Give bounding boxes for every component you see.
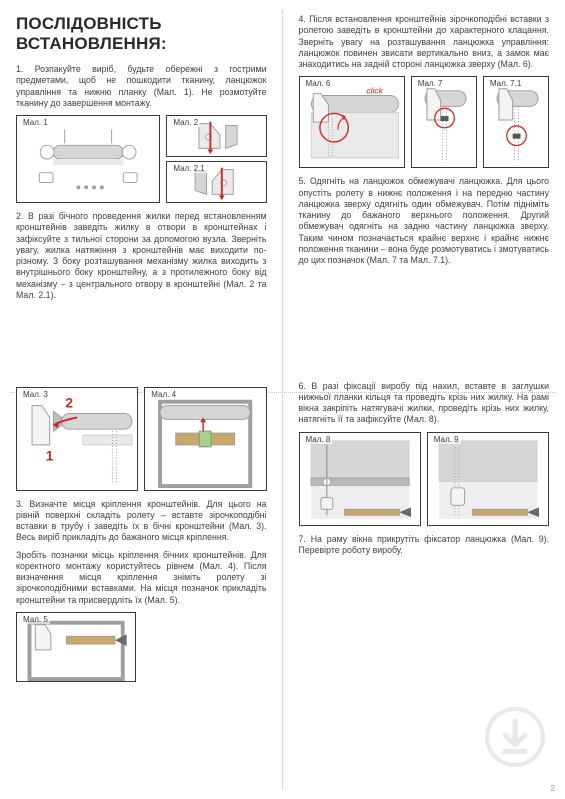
click-label: click: [366, 86, 383, 96]
illustration-9: [428, 433, 548, 525]
figure-5-label: Мал. 5: [21, 615, 50, 624]
figure-7-1: Мал. 7.1: [483, 76, 549, 168]
figure-3-label: Мал. 3: [21, 390, 50, 399]
figure-21-label: Мал. 2.1: [171, 164, 206, 173]
figure-3: Мал. 3 2 1: [16, 387, 138, 491]
step-2-text: 2. В разі бічного проведення жилки перед…: [16, 211, 267, 301]
illustration-7: [412, 77, 476, 167]
quad-top-right: 4. Після встановлення кронштейнів зірочк…: [283, 0, 565, 367]
figure-2-1: Мал. 2.1: [166, 161, 266, 203]
page-number: 2: [551, 784, 555, 793]
figure-2: Мал. 2: [166, 115, 266, 157]
figure-8-label: Мал. 8: [304, 435, 333, 444]
watermark-icon: [483, 705, 547, 769]
figure-8: Мал. 8: [299, 432, 421, 526]
fig-row-8-9: Мал. 8 Мал. 9: [299, 432, 550, 526]
figure-9: Мал. 9: [427, 432, 549, 526]
figure-4: Мал. 4: [144, 387, 266, 491]
fig-row-1: Мал. 1 Мал. 2: [16, 115, 267, 203]
page-title: ПОСЛІДОВНІСТЬ ВСТАНОВЛЕННЯ:: [16, 14, 267, 54]
quad-top-left: ПОСЛІДОВНІСТЬ ВСТАНОВЛЕННЯ: 1. Розпакуйт…: [0, 0, 283, 367]
figure-9-label: Мал. 9: [432, 435, 461, 444]
figure-4-label: Мал. 4: [149, 390, 178, 399]
illustration-6: click: [300, 77, 404, 167]
illustration-1: [17, 116, 159, 202]
quad-bottom-left: Мал. 3 2 1 Мал. 4: [0, 367, 283, 750]
figure-7-label: Мал. 7: [416, 79, 445, 88]
figure-6: Мал. 6 click: [299, 76, 405, 168]
figure-2-label: Мал. 2: [171, 118, 200, 127]
figure-1: Мал. 1: [16, 115, 160, 203]
fig-row-5: Мал. 5: [16, 612, 267, 682]
svg-text:2: 2: [65, 395, 73, 410]
illustration-7-1: [484, 77, 548, 167]
step-3b-text: Зробіть позначки місць кріплення бічних …: [16, 550, 267, 606]
step-3a-text: 3. Визначте місця кріплення кронштейнів.…: [16, 499, 267, 544]
step-7-text: 7. На раму вікна прикрутіть фіксатор лан…: [299, 534, 550, 557]
figure-1-label: Мал. 1: [21, 118, 50, 127]
illustration-4: [145, 388, 265, 490]
quad-bottom-right: 6. В разі фіксації виробу під нахил, вст…: [283, 367, 565, 750]
step-4-text: 4. Після встановлення кронштейнів зірочк…: [299, 14, 550, 70]
figure-6-label: Мал. 6: [304, 79, 333, 88]
fig-row-6-7: Мал. 6 click Мал. 7: [299, 76, 550, 168]
step-6-text: 6. В разі фіксації виробу під нахил, вст…: [299, 381, 550, 426]
svg-text:1: 1: [46, 448, 54, 463]
step-1-text: 1. Розпакуйте виріб, будьте обережні з г…: [16, 64, 267, 109]
page: ПОСЛІДОВНІСТЬ ВСТАНОВЛЕННЯ: 1. Розпакуйт…: [0, 0, 565, 799]
fig-row-3-4: Мал. 3 2 1 Мал. 4: [16, 387, 267, 491]
figure-71-label: Мал. 7.1: [488, 79, 523, 88]
figure-7: Мал. 7: [411, 76, 477, 168]
step-5-text: 5. Одягніть на ланцюжок обмежувачі ланцю…: [299, 176, 550, 266]
illustration-8: [300, 433, 420, 525]
illustration-3: 2 1: [17, 388, 137, 490]
figure-5: Мал. 5: [16, 612, 136, 682]
